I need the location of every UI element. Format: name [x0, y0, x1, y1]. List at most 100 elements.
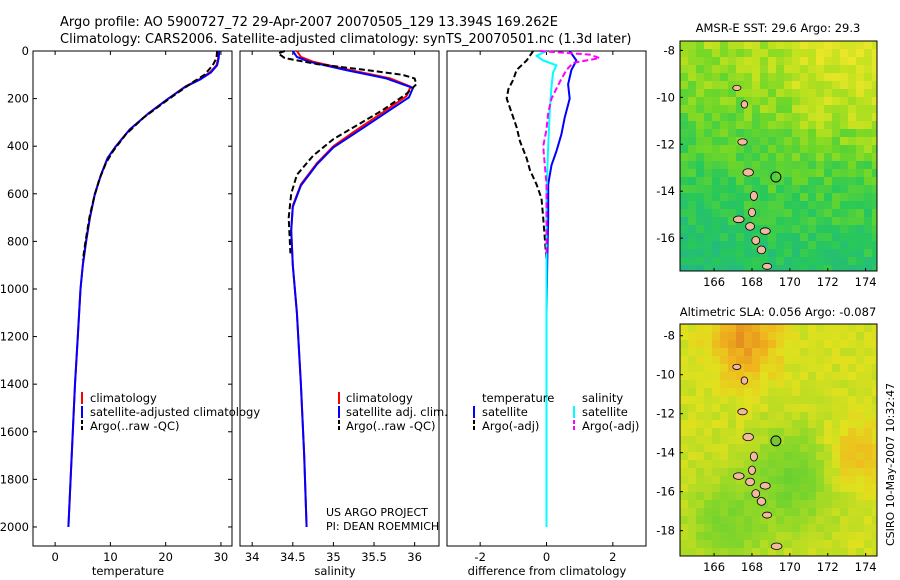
temperature-ytick-label-8: 1600 [0, 425, 29, 439]
map-cell [800, 105, 808, 113]
salinity-series-2 [277, 50, 418, 254]
map-cell [816, 89, 824, 97]
map-cell [688, 524, 696, 532]
map-cell [808, 540, 816, 548]
map-cell [816, 57, 824, 65]
map-cell [720, 137, 728, 145]
map-cell [728, 129, 736, 137]
map-cell [792, 49, 800, 57]
map-cell [856, 129, 864, 137]
map-cell [712, 460, 720, 468]
map-cell [808, 209, 816, 217]
map-cell [808, 516, 816, 524]
map-cell [872, 452, 877, 460]
map-cell [872, 193, 877, 201]
map-cell [712, 348, 720, 356]
map-cell [808, 452, 816, 460]
map-cell [872, 492, 877, 500]
map-cell [776, 49, 784, 57]
map-cell [856, 420, 864, 428]
map-cell [784, 233, 792, 241]
map-cell [688, 89, 696, 97]
map-cell [728, 241, 736, 249]
map-cell [712, 193, 720, 201]
map-cell [752, 500, 760, 508]
map-cell [816, 412, 824, 420]
map-cell [752, 404, 760, 412]
temperature-ytick-label-10: 2000 [0, 520, 29, 534]
map-cell [816, 436, 824, 444]
map-cell [688, 420, 696, 428]
map-cell [800, 412, 808, 420]
map-cell [800, 65, 808, 73]
map-cell [744, 41, 752, 49]
map-cell [856, 500, 864, 508]
map-cell [776, 508, 784, 516]
map-cell [864, 121, 872, 129]
map-cell [856, 372, 864, 380]
map-cell [840, 484, 848, 492]
map-cell [720, 532, 728, 540]
map-cell [776, 516, 784, 524]
map-cell [744, 233, 752, 241]
map-cell [864, 340, 872, 348]
map-cell [720, 364, 728, 372]
temperature-ytick-label-4: 800 [7, 234, 29, 248]
map-cell [688, 388, 696, 396]
map-cell [792, 324, 800, 332]
map-cell [856, 492, 864, 500]
sst-map-islands [732, 84, 773, 270]
map-cell [848, 388, 856, 396]
map-cell [704, 508, 712, 516]
map-cell [704, 468, 712, 476]
map-cell [776, 201, 784, 209]
map-cell [808, 500, 816, 508]
map-cell [848, 113, 856, 121]
map-cell [728, 185, 736, 193]
map-cell [760, 97, 768, 105]
map-cell [768, 169, 776, 177]
map-cell [760, 356, 768, 364]
map-cell [704, 420, 712, 428]
map-cell [768, 412, 776, 420]
map-cell [720, 41, 728, 49]
map-cell [760, 404, 768, 412]
sst-map-ytick-label-3: -14 [656, 184, 675, 198]
map-cell [792, 356, 800, 364]
map-cell [760, 41, 768, 49]
map-cell [816, 420, 824, 428]
map-cell [816, 193, 824, 201]
map-cell [712, 145, 720, 153]
map-cell [840, 193, 848, 201]
map-cell [872, 105, 877, 113]
map-cell [792, 105, 800, 113]
map-cell [704, 500, 712, 508]
map-cell [784, 249, 792, 257]
map-cell [768, 484, 776, 492]
map-cell [680, 436, 688, 444]
map-cell [744, 540, 752, 548]
map-cell [848, 217, 856, 225]
map-cell [776, 137, 784, 145]
map-cell [728, 257, 736, 265]
map-cell [696, 137, 704, 145]
map-cell [760, 380, 768, 388]
map-cell [864, 540, 872, 548]
map-cell [864, 217, 872, 225]
map-cell [864, 460, 872, 468]
map-cell [792, 145, 800, 153]
map-cell [680, 209, 688, 217]
difference-xtick-label-0: -2 [474, 550, 485, 564]
map-cell [688, 249, 696, 257]
map-cell [816, 209, 824, 217]
map-cell [736, 89, 744, 97]
sst-map-ticks: 166 168 170 172 174-8-10-12-14-16 [656, 43, 876, 289]
map-cell [824, 97, 832, 105]
map-cell [776, 41, 784, 49]
sst-map-xtick-label-0: 166 [703, 275, 725, 289]
map-cell [816, 404, 824, 412]
map-cell [792, 372, 800, 380]
map-cell [712, 484, 720, 492]
map-cell [768, 508, 776, 516]
